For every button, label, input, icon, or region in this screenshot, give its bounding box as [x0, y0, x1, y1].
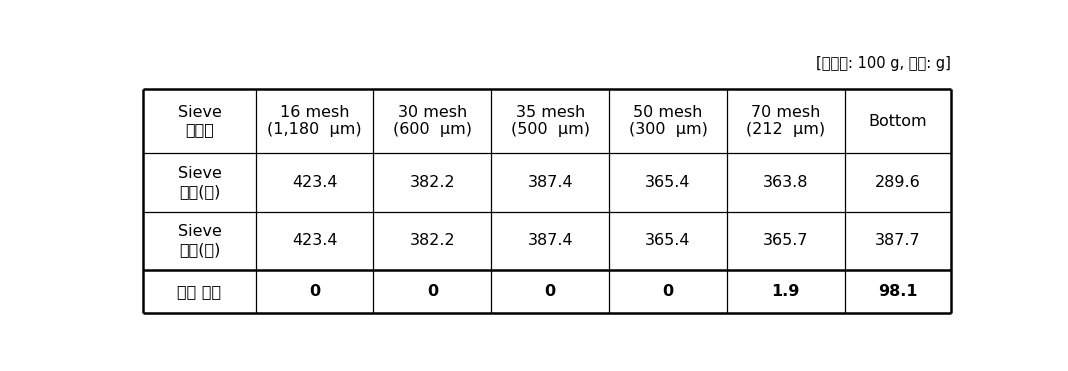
Text: 0: 0: [309, 284, 320, 299]
Text: 387.4: 387.4: [528, 175, 572, 190]
Text: 365.7: 365.7: [763, 233, 808, 248]
Text: 365.4: 365.4: [645, 175, 691, 190]
Text: 1.9: 1.9: [771, 284, 800, 299]
Text: 0: 0: [427, 284, 438, 299]
Text: 35 mesh
(500  μm): 35 mesh (500 μm): [511, 105, 590, 137]
Text: Sieve
무게(후): Sieve 무게(후): [177, 224, 221, 257]
Text: 98.1: 98.1: [878, 284, 917, 299]
Text: 423.4: 423.4: [292, 233, 337, 248]
Text: 382.2: 382.2: [409, 233, 455, 248]
Text: 382.2: 382.2: [409, 175, 455, 190]
Text: 387.7: 387.7: [875, 233, 921, 248]
Text: 제품 무게: 제품 무게: [177, 284, 221, 299]
Text: 363.8: 363.8: [763, 175, 808, 190]
Text: Sieve
무게(전): Sieve 무게(전): [177, 166, 221, 198]
Text: 70 mesh
(212  μm): 70 mesh (212 μm): [747, 105, 826, 137]
Text: 30 mesh
(600  μm): 30 mesh (600 μm): [393, 105, 472, 137]
Text: 16 mesh
(1,180  μm): 16 mesh (1,180 μm): [267, 105, 362, 137]
Text: 50 mesh
(300  μm): 50 mesh (300 μm): [629, 105, 707, 137]
Text: 365.4: 365.4: [645, 233, 691, 248]
Text: Bottom: Bottom: [868, 114, 927, 129]
Text: Sieve
사이즈: Sieve 사이즈: [177, 105, 221, 137]
Text: [샘플양: 100 g, 단위: g]: [샘플양: 100 g, 단위: g]: [816, 56, 952, 71]
Text: 0: 0: [662, 284, 674, 299]
Text: 289.6: 289.6: [875, 175, 921, 190]
Text: 423.4: 423.4: [292, 175, 337, 190]
Text: 0: 0: [545, 284, 555, 299]
Text: 387.4: 387.4: [528, 233, 572, 248]
